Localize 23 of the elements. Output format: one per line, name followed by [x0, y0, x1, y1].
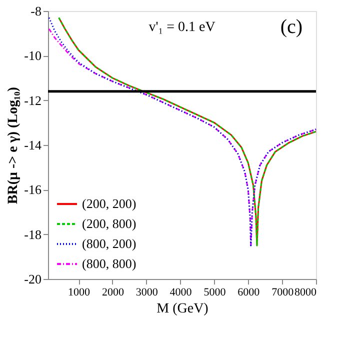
- legend-label: (800, 200): [82, 236, 136, 251]
- x-tick-label: 4000: [170, 286, 192, 298]
- y-tick-label: -10: [24, 48, 42, 64]
- x-tick-label: 2000: [102, 286, 124, 298]
- legend-label: (200, 800): [82, 216, 136, 231]
- x-tick-label: 3000: [136, 286, 158, 298]
- y-tick-label: -18: [24, 226, 42, 242]
- y-tick-label: -16: [24, 182, 42, 198]
- x-tick-label: 5000: [204, 286, 226, 298]
- y-tick-label: -8: [30, 4, 42, 18]
- legend-label: (800, 800): [82, 256, 136, 271]
- annotation: v'₁ = 0.1 eV: [148, 20, 216, 36]
- x-axis-title: M (GeV): [156, 302, 209, 316]
- x-tick-label: 6000: [238, 286, 260, 298]
- annotation: (c): [280, 16, 303, 38]
- x-tick-label: 7000: [272, 286, 294, 298]
- legend-label: (200, 200): [82, 196, 136, 211]
- y-axis-title: BR(μ -> e γ) (Log₁₀): [6, 86, 22, 204]
- x-tick-label: 1000: [68, 286, 91, 298]
- x-tick-label: 8000: [294, 286, 317, 298]
- y-tick-label: -20: [24, 272, 42, 286]
- y-tick-label: -12: [24, 92, 42, 108]
- y-tick-label: -14: [24, 138, 42, 152]
